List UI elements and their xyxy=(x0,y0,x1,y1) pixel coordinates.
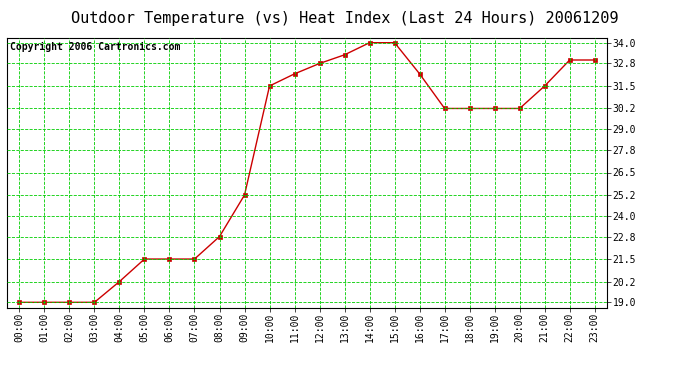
Text: Outdoor Temperature (vs) Heat Index (Last 24 Hours) 20061209: Outdoor Temperature (vs) Heat Index (Las… xyxy=(71,11,619,26)
Text: Copyright 2006 Cartronics.com: Copyright 2006 Cartronics.com xyxy=(10,42,180,52)
